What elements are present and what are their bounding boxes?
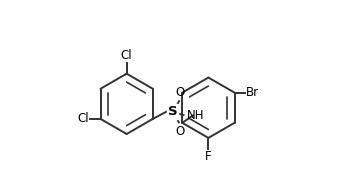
Text: Cl: Cl <box>77 113 89 125</box>
Text: S: S <box>167 105 177 118</box>
Text: F: F <box>205 150 212 162</box>
Text: O: O <box>175 125 184 138</box>
Text: O: O <box>176 86 185 99</box>
Text: NH: NH <box>187 109 205 122</box>
Text: Br: Br <box>246 86 259 99</box>
Text: Cl: Cl <box>121 49 132 62</box>
